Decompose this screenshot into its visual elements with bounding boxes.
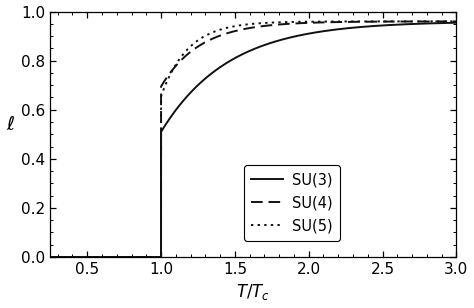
SU(3) bbox=[247, 49, 253, 53]
SU(5) bbox=[47, 255, 53, 259]
Y-axis label: $\ell$: $\ell$ bbox=[6, 115, 15, 134]
Legend: SU(3), SU(4), SU(5): SU(3), SU(4), SU(5) bbox=[244, 165, 340, 241]
SU(3) bbox=[104, 255, 110, 259]
SU(5) bbox=[454, 19, 459, 23]
X-axis label: $T/T_c$: $T/T_c$ bbox=[236, 282, 270, 302]
SU(3) bbox=[379, 24, 384, 27]
SU(5) bbox=[379, 19, 384, 23]
SU(4) bbox=[454, 20, 459, 23]
SU(3) bbox=[47, 255, 53, 259]
SU(3) bbox=[338, 27, 344, 31]
SU(4) bbox=[234, 29, 239, 33]
SU(3) bbox=[454, 21, 459, 25]
Line: SU(4): SU(4) bbox=[50, 22, 456, 257]
Line: SU(5): SU(5) bbox=[50, 21, 456, 257]
SU(4) bbox=[372, 20, 378, 23]
SU(4) bbox=[104, 255, 110, 259]
SU(5) bbox=[338, 20, 344, 23]
SU(5) bbox=[234, 24, 239, 28]
SU(4) bbox=[247, 26, 253, 30]
Line: SU(3): SU(3) bbox=[50, 23, 456, 257]
SU(5) bbox=[372, 19, 378, 23]
SU(4) bbox=[47, 255, 53, 259]
SU(4) bbox=[338, 20, 344, 24]
SU(5) bbox=[247, 22, 253, 26]
SU(4) bbox=[379, 20, 384, 23]
SU(3) bbox=[234, 55, 239, 59]
SU(5) bbox=[104, 255, 110, 259]
SU(3) bbox=[372, 24, 378, 28]
